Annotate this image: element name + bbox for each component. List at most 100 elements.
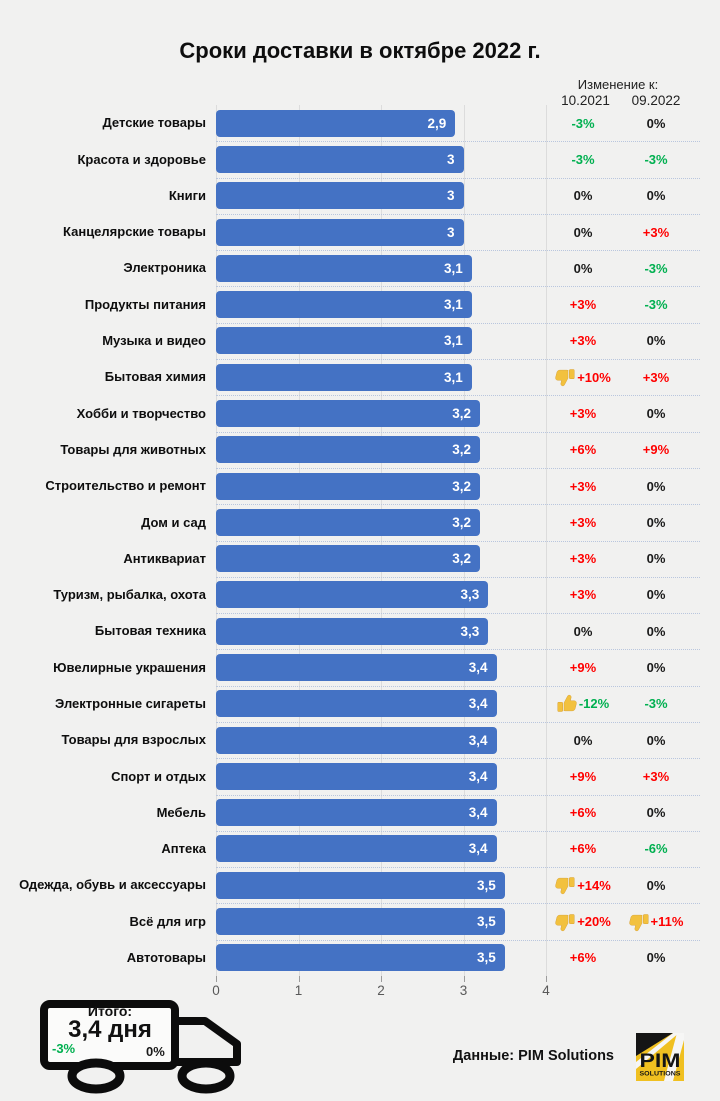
bar-value-label: 3,2 — [452, 442, 471, 458]
bar: 3,1 — [216, 254, 472, 282]
bar-value-label: 3,2 — [452, 478, 471, 494]
change-09-2022: -3% — [618, 141, 694, 177]
change-09-2022: +3% — [618, 758, 694, 794]
change-value: +3% — [642, 768, 670, 784]
change-09-2022: 0% — [618, 105, 694, 141]
total-value: 3,4 дня — [68, 1016, 152, 1043]
row-separator — [216, 141, 700, 143]
change-value: +9% — [569, 768, 597, 784]
change-10-2021: +6% — [542, 795, 624, 831]
row-separator — [216, 794, 700, 796]
chart-row: Мебель 3,4 +6% 0% — [0, 794, 720, 831]
change-10-2021: +9% — [542, 649, 624, 685]
change-value: 0% — [646, 805, 666, 821]
bar: 3,5 — [216, 871, 505, 899]
row-separator — [216, 649, 700, 651]
bar: 3,2 — [216, 472, 480, 500]
bar-value-label: 3,4 — [468, 805, 488, 821]
row-separator — [216, 613, 700, 615]
change-value: +3% — [569, 405, 597, 421]
category-label: Бытовая химия — [104, 369, 206, 385]
logo-text-solutions: SOLUTIONS — [640, 1072, 681, 1078]
row-separator — [216, 540, 700, 542]
change-09-2022: 0% — [618, 541, 694, 577]
bar-value-label: 3,2 — [452, 551, 471, 567]
chart-row: Продукты питания 3,1 +3% -3% — [0, 286, 720, 322]
row-separator — [216, 395, 700, 397]
change-column-10-2021-header: 10.2021 — [561, 93, 610, 108]
bar: 3 — [216, 182, 464, 210]
bar: 3,3 — [216, 581, 489, 609]
change-09-2022: 0% — [618, 178, 694, 214]
axis-tick-label: 4 — [542, 983, 550, 998]
change-10-2021: 0% — [542, 613, 624, 649]
chart-row: Товары для животных 3,2 +6% +9% — [0, 431, 720, 468]
category-label: Мебель — [156, 804, 206, 820]
row-separator — [216, 504, 700, 506]
bar-value-label: 3,4 — [468, 768, 488, 784]
bar: 3,5 — [216, 944, 505, 972]
category-label: Бытовая техника — [94, 623, 206, 639]
change-value: 0% — [573, 623, 593, 639]
bar: 3,2 — [216, 399, 480, 427]
change-value: 0% — [646, 732, 666, 748]
bar: 3,4 — [216, 835, 497, 863]
bar: 3,2 — [216, 508, 480, 536]
change-value: +3% — [569, 587, 597, 603]
change-09-2022: +11% — [618, 903, 694, 939]
bar: 2,9 — [216, 109, 456, 137]
change-value: -3% — [644, 696, 668, 712]
bar: 3,2 — [216, 436, 480, 464]
change-10-2021: -3% — [542, 141, 624, 177]
change-09-2022: 0% — [618, 323, 694, 359]
chart-row: Канцелярские товары 3 0% +3% — [0, 213, 720, 250]
change-value: +3% — [569, 514, 597, 530]
axis-tick-label: 1 — [294, 983, 303, 998]
thumbs-down-icon — [628, 913, 649, 931]
change-value: 0% — [646, 877, 666, 893]
bar-value-label: 3 — [446, 224, 455, 240]
category-label: Музыка и видео — [102, 333, 206, 349]
change-10-2021: +3% — [542, 286, 624, 322]
row-separator — [216, 322, 700, 324]
chart-row: Дом и сад 3,2 +3% 0% — [0, 504, 720, 540]
change-value: 0% — [646, 660, 666, 676]
chart-row: Электронные сигареты 3,4 -12% -3% — [0, 685, 720, 722]
row-separator — [216, 758, 700, 760]
bar: 3,3 — [216, 617, 489, 645]
change-value: -3% — [571, 115, 595, 131]
category-label: Канцелярские товары — [63, 224, 206, 240]
row-separator — [216, 830, 700, 832]
change-10-2021: 0% — [542, 722, 624, 758]
category-label: Продукты питания — [84, 296, 206, 312]
axis-tick — [546, 976, 547, 982]
row-separator — [216, 867, 700, 869]
chart-title: Сроки доставки в октябре 2022 г. — [179, 38, 541, 63]
data-source-credit: Данные: PIM Solutions — [452, 1048, 614, 1064]
change-09-2022: 0% — [618, 649, 694, 685]
category-label: Строительство и ремонт — [45, 478, 206, 494]
change-value: +14% — [577, 877, 611, 893]
bar-value-label: 3,4 — [468, 841, 488, 857]
bar-value-label: 3,4 — [468, 660, 488, 676]
change-value: +11% — [650, 914, 684, 930]
change-value: +3% — [642, 369, 670, 385]
bar-value-label: 3,2 — [452, 405, 471, 421]
change-value: 0% — [646, 551, 666, 567]
bar: 3,1 — [216, 327, 472, 355]
change-09-2022: -3% — [618, 286, 694, 322]
change-value: +6% — [569, 841, 597, 857]
change-value: +3% — [642, 224, 670, 240]
category-label: Туризм, рыбалка, охота — [53, 587, 206, 603]
axis-tick — [216, 976, 217, 982]
chart-row: Детские товары 2,9 -3% 0% — [0, 105, 720, 141]
axis-tick-label: 2 — [377, 983, 385, 998]
category-label: Спорт и отдых — [111, 768, 206, 784]
change-value: 0% — [646, 405, 666, 421]
axis-tick — [381, 976, 382, 982]
chart-row: Автотовары 3,5 +6% 0% — [0, 939, 720, 976]
change-value: +6% — [569, 950, 597, 966]
category-label: Всё для игр — [129, 913, 206, 929]
change-10-2021: 0% — [542, 250, 624, 286]
change-10-2021: +6% — [542, 432, 624, 468]
